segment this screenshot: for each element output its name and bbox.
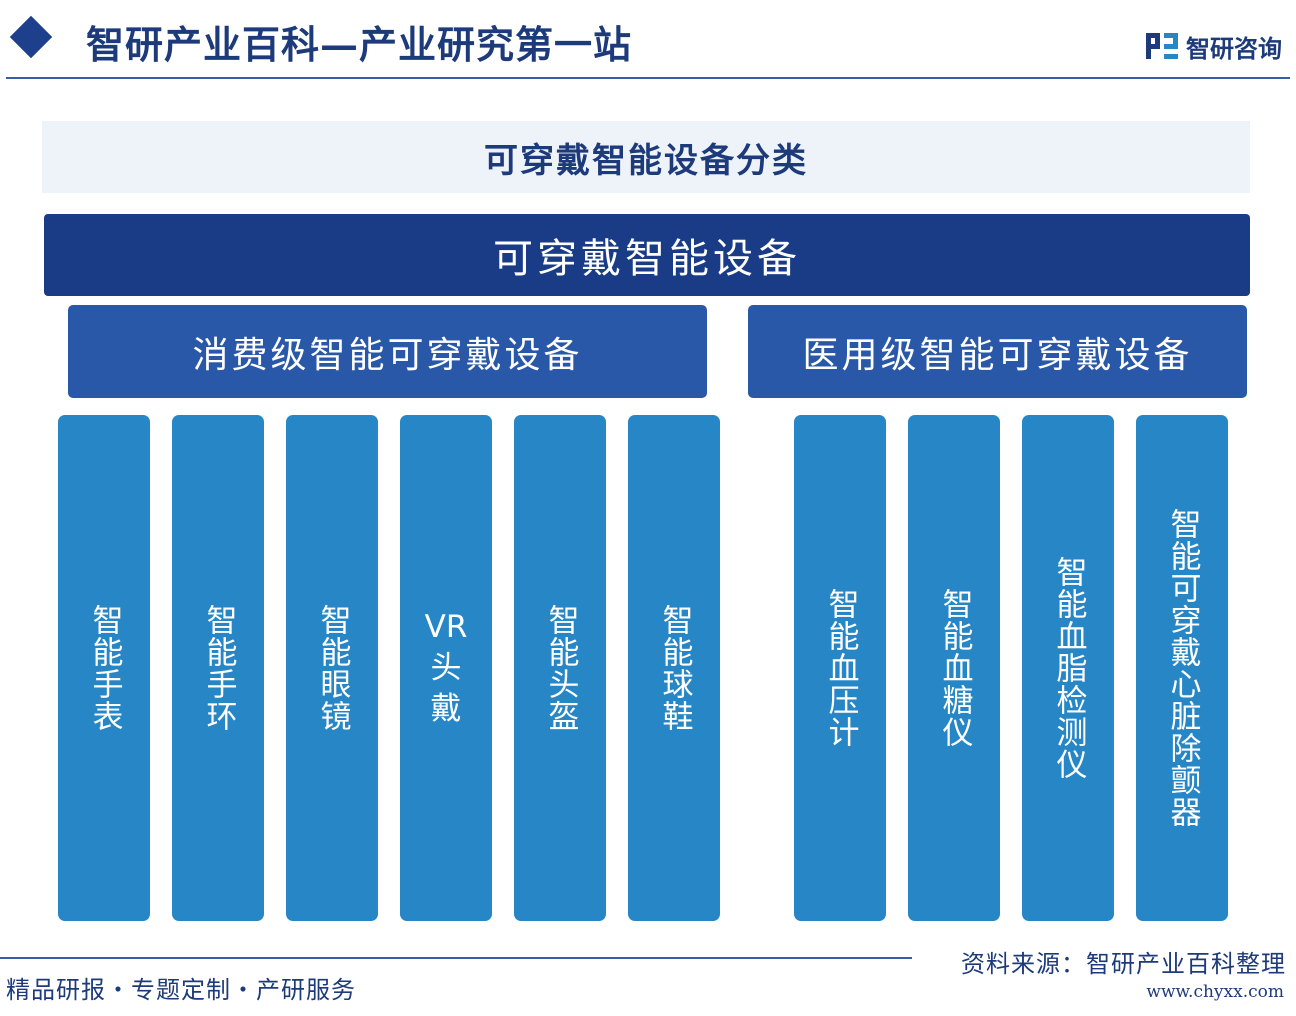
item-smart-watch: 智能手表 [58,415,150,921]
category-consumer: 消费级智能可穿戴设备 [68,305,707,398]
item-label: 智能血脂检测仪 [1050,556,1087,780]
page-header: 智研产业百科—产业研究第一站 智研咨询 [0,0,1296,80]
diagram-title: 可穿戴智能设备分类 [42,121,1250,193]
header-divider [6,77,1290,79]
item-smart-helmet: 智能头盔 [514,415,606,921]
logo-text: 智研咨询 [1186,34,1282,63]
footer-tagline: 精品研报・专题定制・产研服务 [6,976,356,1004]
item-vr-headset: VR 头戴 [400,415,492,921]
item-smart-lipid-meter: 智能血脂检测仪 [1022,415,1114,921]
item-smart-glucometer: 智能血糖仪 [908,415,1000,921]
item-label: 智能头盔 [542,604,579,732]
footer-source: 资料来源：智研产业百科整理 [961,950,1286,978]
root-node: 可穿戴智能设备 [44,214,1250,296]
category-medical: 医用级智能可穿戴设备 [748,305,1247,398]
logo-icon [1146,33,1178,59]
item-label: 智能手表 [86,604,123,732]
item-label: VR 头戴 [424,608,468,727]
brand-logo: 智研咨询 [1144,28,1282,64]
item-label: 智能眼镜 [314,604,351,732]
item-smart-sneakers: 智能球鞋 [628,415,720,921]
footer-url: www.chyxx.com [1146,982,1284,1002]
item-smart-band: 智能手环 [172,415,264,921]
item-label: 智能手环 [200,604,237,732]
item-smart-glasses: 智能眼镜 [286,415,378,921]
item-label: 智能球鞋 [656,604,693,732]
footer-divider [0,957,912,959]
item-label: 智能血压计 [822,588,859,748]
item-label: 智能可穿戴心脏除颤器 [1164,508,1201,828]
item-smart-bp-monitor: 智能血压计 [794,415,886,921]
site-title: 智研产业百科—产业研究第一站 [86,22,633,67]
item-wearable-defibrillator: 智能可穿戴心脏除颤器 [1136,415,1228,921]
item-label: 智能血糖仪 [936,588,973,748]
diamond-icon [9,15,53,59]
